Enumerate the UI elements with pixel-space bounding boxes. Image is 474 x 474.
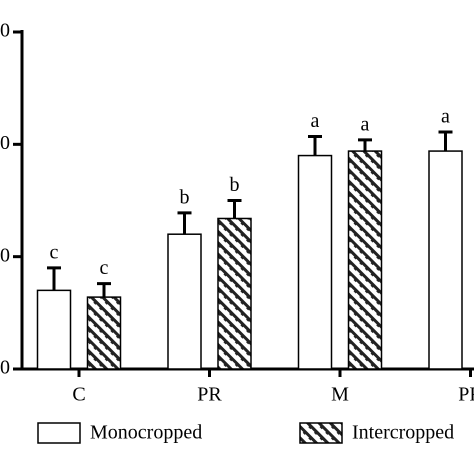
y-tick-label: 30 [0,20,10,42]
value-label: c [50,241,59,263]
bar [428,150,463,370]
error-bar [438,130,453,152]
legend-label: Intercropped [352,422,454,444]
value-label: a [311,110,320,132]
bar [167,233,202,370]
legend-swatch [299,422,343,444]
x-tick-label: C [72,384,85,406]
y-tick-label: 10 [0,244,10,266]
x-tick-label: PR [458,384,474,406]
bar [347,150,383,370]
x-tick-label: M [331,384,349,406]
value-label: c [100,257,109,279]
bar [217,217,252,370]
value-label: a [441,106,450,128]
error-bar [97,282,111,298]
value-label: b [230,174,240,196]
error-bar [358,138,372,152]
error-bar [308,134,322,156]
bar [86,296,122,370]
error-bar [227,199,242,219]
legend-label: Monocropped [90,422,202,444]
value-label: a [361,113,370,135]
value-label: b [180,186,190,208]
y-tick-label: 20 [0,132,10,154]
error-bar [47,266,61,291]
error-bar [177,211,192,235]
y-tick-label: 0 [0,357,10,379]
x-tick-label: PR [197,384,222,406]
bar [297,154,333,370]
bar [36,289,72,370]
legend-swatch [37,422,81,444]
